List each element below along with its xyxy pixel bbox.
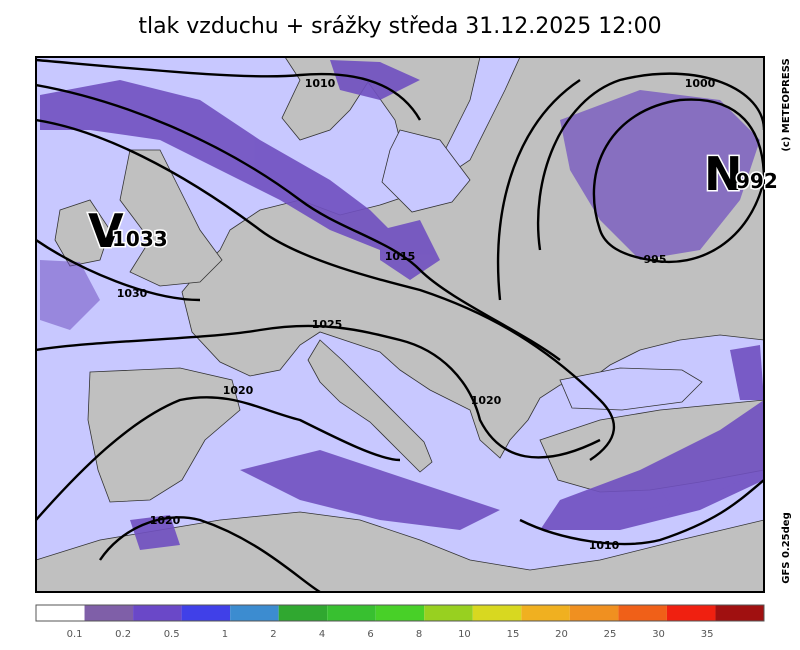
land: [54, 199, 111, 267]
legend-label: 25: [604, 629, 617, 640]
center-pressure: 1033: [112, 227, 168, 251]
isobar-label: 1000: [685, 77, 716, 90]
title: tlak vzduchu + srážky středa 31.12.2025 …: [138, 14, 661, 39]
isobars: [36, 58, 764, 592]
land: [307, 339, 433, 473]
land: [87, 367, 241, 503]
legend-label: 35: [701, 629, 714, 640]
isobar-labels: 1010 1000 1015 1030 1025 1020 1020 1020 …: [117, 77, 716, 552]
isobar-label: 1010: [589, 539, 620, 552]
center-pressure: 992: [736, 169, 778, 193]
legend-swatch: [666, 605, 716, 621]
center-letter: V: [88, 204, 124, 258]
legend-swatch: [521, 605, 570, 621]
legend-swatch: [84, 605, 134, 621]
legend-swatch: [424, 605, 473, 621]
model-label: GFS 0.25deg: [781, 512, 792, 584]
legend-swatch: [36, 605, 85, 621]
isobar-label: 1010: [305, 77, 336, 90]
legend-swatch: [133, 605, 182, 621]
legend-swatch: [181, 605, 231, 621]
center-letter: N: [704, 147, 743, 201]
legend: 0.1 0.2 0.5 1 2 4 6 8 10 15 20 25 30 35: [35, 604, 765, 640]
legend-label: 2: [270, 629, 276, 640]
isobar-label: 1030: [117, 287, 148, 300]
legend-swatch: [230, 605, 279, 621]
map-frame: [35, 56, 765, 593]
legend-swatch: [569, 605, 619, 621]
isobar-label: 1020: [150, 514, 181, 527]
legend-swatch: [472, 605, 522, 621]
baltic-sea: [381, 129, 471, 213]
map-area: [36, 57, 764, 592]
legend-frame: [35, 604, 765, 622]
land: [36, 511, 764, 592]
legend-label: 20: [555, 629, 568, 640]
legend-label: 6: [367, 629, 373, 640]
legend-label: 8: [416, 629, 422, 640]
black-sea: [559, 367, 703, 411]
legend-swatch: [715, 605, 764, 621]
legend-label: 0.2: [115, 629, 131, 640]
legend-label: 0.1: [67, 629, 83, 640]
legend-swatch: [278, 605, 328, 621]
legend-label: 10: [458, 629, 471, 640]
legend-label: 15: [507, 629, 520, 640]
isobar-label: 1025: [312, 318, 343, 331]
isobar-label: 995: [644, 253, 667, 266]
legend-label: 1: [222, 629, 228, 640]
legend-label: 4: [319, 629, 325, 640]
pressure-centers: V 1033 N 992: [87, 146, 780, 260]
legend-swatch: [327, 605, 376, 621]
isobar-label: 1020: [471, 394, 502, 407]
isobar-label: 1020: [223, 384, 254, 397]
land: [119, 149, 223, 287]
legend-swatch: [375, 605, 425, 621]
isobar-label: 1015: [385, 250, 416, 263]
legend-label: 30: [652, 629, 665, 640]
credit: (c) METEOPRESS: [781, 58, 792, 151]
legend-label: 0.5: [164, 629, 180, 640]
legend-swatch: [618, 605, 667, 621]
